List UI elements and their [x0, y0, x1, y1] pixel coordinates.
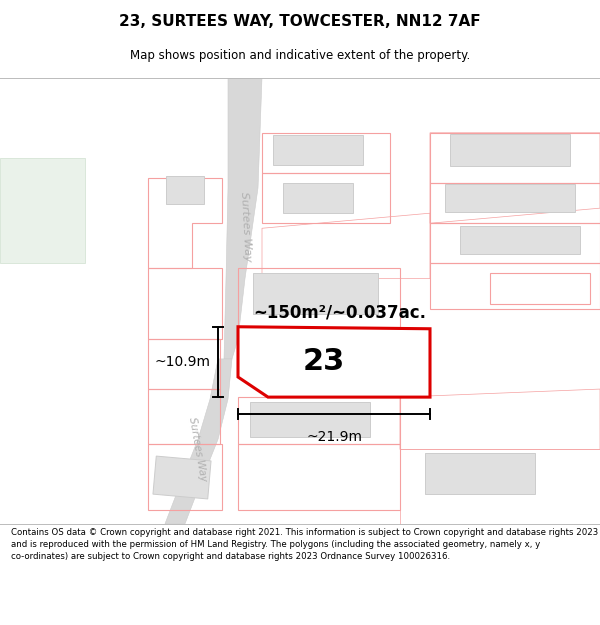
Text: ~150m²/~0.037ac.: ~150m²/~0.037ac. [254, 304, 427, 322]
Polygon shape [250, 402, 370, 437]
Polygon shape [450, 134, 570, 166]
Polygon shape [253, 274, 377, 314]
Polygon shape [238, 327, 430, 397]
Polygon shape [0, 158, 85, 264]
Polygon shape [165, 359, 232, 524]
Text: Surtees Way: Surtees Way [239, 191, 253, 261]
Text: Contains OS data © Crown copyright and database right 2021. This information is : Contains OS data © Crown copyright and d… [11, 528, 598, 561]
Polygon shape [425, 453, 535, 494]
Polygon shape [460, 226, 580, 254]
Text: 23: 23 [303, 348, 345, 376]
Polygon shape [250, 339, 380, 385]
Text: 23, SURTEES WAY, TOWCESTER, NN12 7AF: 23, SURTEES WAY, TOWCESTER, NN12 7AF [119, 14, 481, 29]
Text: ~21.9m: ~21.9m [306, 430, 362, 444]
Polygon shape [445, 184, 575, 212]
Polygon shape [273, 135, 363, 165]
Text: Map shows position and indicative extent of the property.: Map shows position and indicative extent… [130, 49, 470, 62]
Polygon shape [166, 176, 204, 204]
Text: ~10.9m: ~10.9m [154, 355, 210, 369]
Text: Surtees Way: Surtees Way [187, 416, 209, 482]
Polygon shape [153, 456, 211, 499]
Polygon shape [283, 183, 353, 213]
Polygon shape [224, 78, 262, 359]
